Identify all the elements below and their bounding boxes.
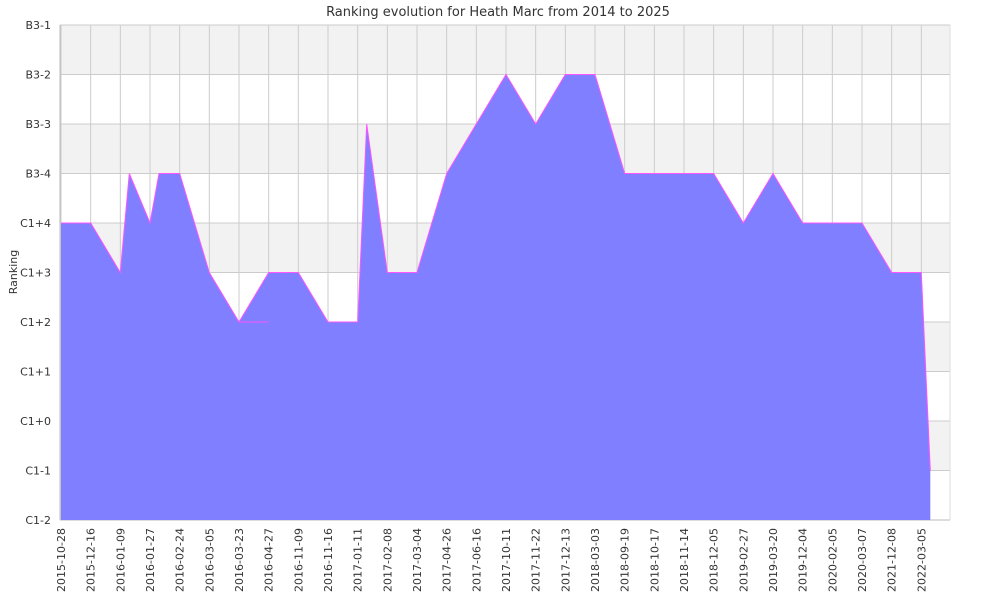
y-tick-label: C1-2: [25, 514, 51, 527]
grid-band: [60, 25, 950, 75]
y-tick-label: C1+2: [20, 316, 51, 329]
y-tick-label: C1+0: [20, 415, 51, 428]
x-tick-label: 2016-02-24: [174, 528, 187, 592]
x-tick-label: 2018-03-03: [589, 528, 602, 592]
y-axis-label: Ranking: [7, 250, 20, 295]
x-tick-label: 2017-12-13: [559, 528, 572, 592]
x-tick-label: 2016-01-09: [114, 528, 127, 592]
x-tick-label: 2015-12-16: [85, 528, 98, 592]
y-tick-label: B3-4: [25, 168, 51, 181]
y-tick-label: B3-2: [25, 69, 51, 82]
x-tick-label: 2021-12-08: [886, 528, 899, 592]
x-tick-label: 2018-12-05: [708, 528, 721, 592]
x-tick-label: 2017-01-11: [352, 528, 365, 592]
x-tick-label: 2017-02-08: [381, 528, 394, 592]
x-tick-label: 2019-12-04: [797, 528, 810, 592]
area-layer: [61, 73, 931, 520]
x-tick-label: 2017-03-04: [411, 528, 424, 592]
x-tick-label: 2018-10-17: [648, 528, 661, 592]
x-axis: 2015-10-28 2015-12-16 2016-01-09 2016-01-27…: [55, 528, 928, 592]
x-tick-label: 2015-10-28: [55, 528, 68, 592]
x-tick-label: 2017-10-11: [500, 528, 513, 592]
x-tick-label: 2016-04-27: [263, 528, 276, 592]
x-tick-label: 2019-03-20: [767, 528, 780, 592]
x-tick-label: 2017-11-22: [530, 528, 543, 592]
x-tick-label: 2020-03-07: [856, 528, 869, 592]
y-tick-label: C1+3: [20, 267, 51, 280]
x-tick-label: 2016-01-27: [144, 528, 157, 592]
x-tick-label: 2017-06-16: [470, 528, 483, 592]
x-tick-label: 2020-02-05: [826, 528, 839, 592]
x-tick-label: 2017-04-26: [441, 528, 454, 592]
x-tick-label: 2016-11-16: [322, 528, 335, 592]
x-tick-label: 2022-03-05: [915, 528, 928, 592]
x-tick-label: 2019-02-27: [737, 528, 750, 592]
chart-title: Ranking evolution for Heath Marc from 20…: [326, 5, 670, 20]
y-tick-label: C1+4: [20, 217, 51, 230]
y-tick-label: C1-1: [25, 465, 51, 478]
x-tick-label: 2016-11-09: [292, 528, 305, 592]
x-tick-label: 2018-09-19: [619, 528, 632, 592]
x-tick-label: 2016-03-05: [203, 528, 216, 592]
y-tick-label: B3-3: [25, 118, 51, 131]
x-tick-label: 2018-11-14: [678, 528, 691, 592]
y-tick-label: B3-1: [25, 19, 51, 32]
y-tick-label: C1+1: [20, 366, 51, 379]
x-tick-label: 2016-03-23: [233, 528, 246, 592]
ranking-area: [61, 74, 931, 520]
ranking-line: [61, 73, 931, 471]
y-axis: C1-2 C1-1 C1+0 C1+1 C1+2 C1+3 C1+4 B3-4 B3-3 B3-2…: [20, 19, 51, 527]
